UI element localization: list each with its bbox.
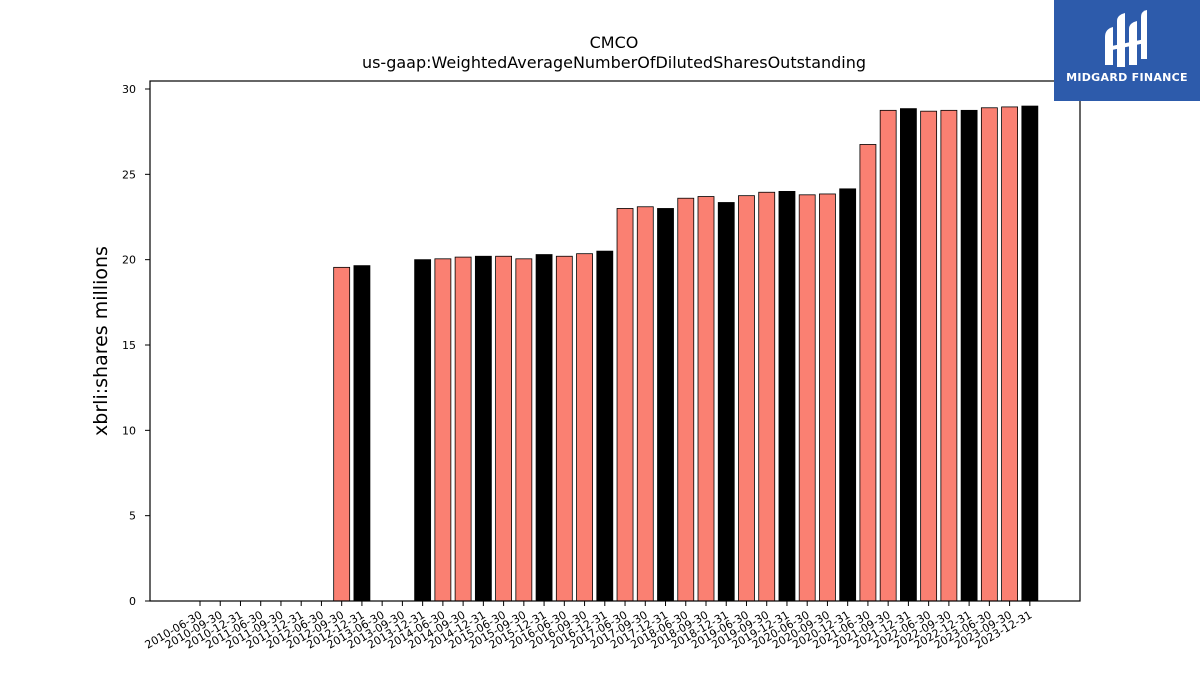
bar-2012-09-30 (333, 266, 351, 602)
bar-2017-09-30 (636, 206, 654, 602)
y-tick-label: 30 (122, 83, 136, 96)
bar-2016-12-31 (596, 250, 614, 602)
bar-2018-09-30 (697, 196, 715, 602)
y-tick-label: 5 (129, 510, 136, 523)
bar-2023-12-31 (1021, 105, 1039, 602)
bar-2021-12-31 (900, 108, 917, 602)
bar-2014-09-30 (454, 256, 472, 602)
bar-2017-06-30 (616, 208, 634, 602)
bar-2021-09-30 (879, 109, 897, 602)
bar-2018-12-31 (717, 202, 735, 602)
bar-2023-06-30 (980, 107, 998, 602)
bar-2014-12-31 (474, 255, 492, 602)
bar-2015-12-31 (535, 254, 553, 602)
bar-2020-12-31 (839, 188, 857, 602)
bar-2014-06-30 (434, 258, 452, 602)
bar-2019-09-30 (758, 191, 776, 602)
brand-logo: MIDGARD FINANCE (1054, 0, 1200, 101)
bar-2018-06-30 (677, 197, 695, 602)
bar-2022-06-30 (920, 110, 938, 602)
y-tick-label: 20 (122, 254, 136, 267)
y-tick-label: 0 (129, 595, 136, 608)
bar-2013-12-31 (414, 259, 432, 602)
y-tick-label: 10 (122, 424, 136, 437)
chart-subtitle: us-gaap:WeightedAverageNumberOfDilutedSh… (362, 53, 866, 72)
bar-2016-09-30 (576, 253, 593, 602)
y-tick-label: 25 (122, 168, 136, 181)
bars-group (191, 105, 1039, 602)
bar-2020-09-30 (819, 193, 836, 602)
bar-2016-06-30 (555, 255, 573, 602)
y-tick-label: 15 (122, 339, 136, 352)
bar-2020-06-30 (798, 194, 816, 602)
chart-title: CMCO (590, 33, 639, 52)
bar-2022-12-31 (960, 109, 978, 602)
y-axis: 0 5 10 15 20 25 30 (122, 83, 150, 608)
bar-2021-06-30 (859, 144, 877, 602)
bar-2022-09-30 (940, 109, 958, 602)
bar-2019-06-30 (738, 195, 755, 602)
bar-2012-12-31 (353, 265, 371, 602)
bar-2023-09-30 (1001, 106, 1018, 602)
x-axis: 2010-06-302010-09-302010-12-312011-06-30… (143, 601, 1034, 652)
bar-2015-06-30 (495, 255, 513, 602)
y-axis-label: xbrli:shares millions (90, 246, 112, 436)
bar-2017-12-31 (657, 208, 674, 602)
midgard-logo-icon (1105, 10, 1147, 67)
bar-2019-12-31 (778, 190, 796, 602)
plot-frame (149, 80, 1081, 602)
bar-2015-09-30 (515, 258, 533, 602)
logo-text: MIDGARD FINANCE (1066, 71, 1188, 84)
